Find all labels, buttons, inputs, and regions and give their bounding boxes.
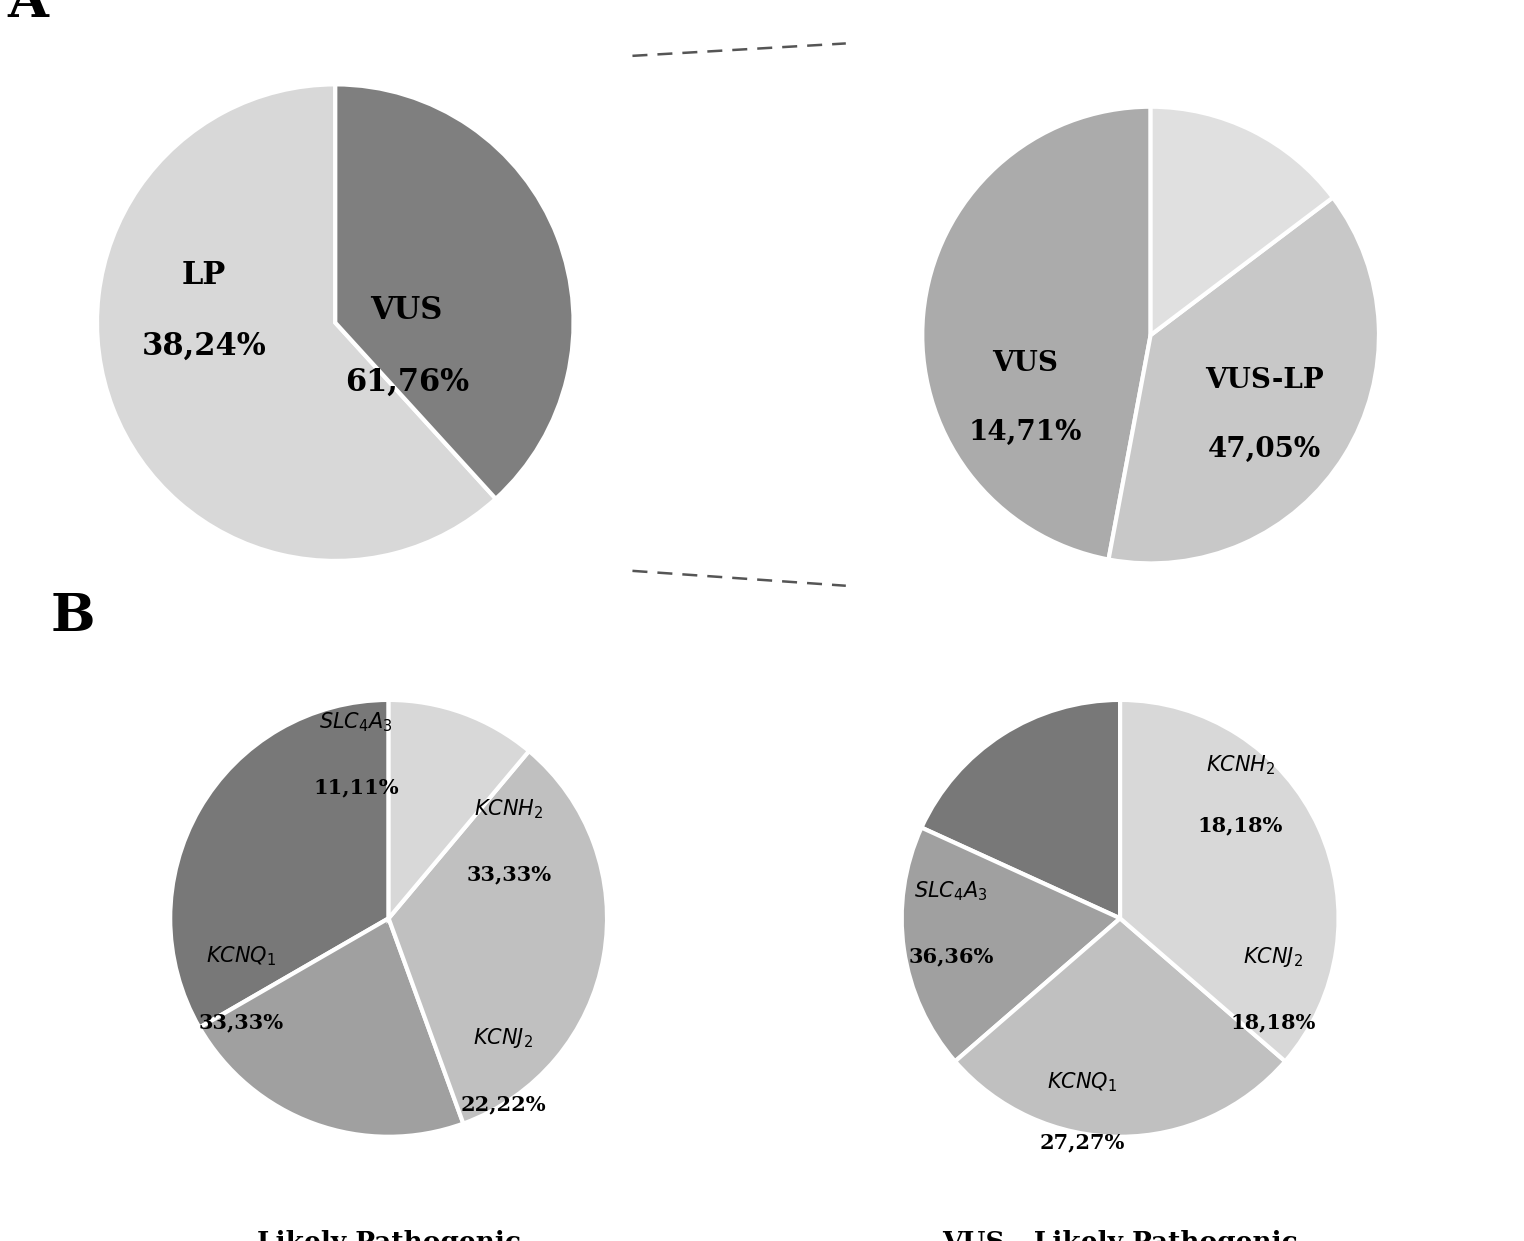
Wedge shape <box>956 918 1285 1137</box>
Text: VUS-LP: VUS-LP <box>1205 367 1324 395</box>
Text: 18,18%: 18,18% <box>1198 815 1283 835</box>
Wedge shape <box>922 107 1151 560</box>
Text: VUS - Likely Pathogenic: VUS - Likely Pathogenic <box>942 1230 1298 1241</box>
Text: B: B <box>50 591 94 642</box>
Wedge shape <box>98 84 495 561</box>
Text: 14,71%: 14,71% <box>968 418 1082 446</box>
Text: $\mathit{KCNQ_1}$: $\mathit{KCNQ_1}$ <box>1047 1070 1117 1095</box>
Text: 47,05%: 47,05% <box>1209 436 1321 463</box>
Wedge shape <box>200 918 463 1137</box>
Text: $\mathit{KCNJ_2}$: $\mathit{KCNJ_2}$ <box>1244 944 1303 968</box>
Text: $\mathit{KCNH_2}$: $\mathit{KCNH_2}$ <box>474 797 544 822</box>
Wedge shape <box>389 700 529 918</box>
Text: $\mathit{SLC_4A_3}$: $\mathit{SLC_4A_3}$ <box>914 879 988 903</box>
Wedge shape <box>1151 107 1334 335</box>
Text: 33,33%: 33,33% <box>466 865 552 885</box>
Text: $\mathit{KCNH_2}$: $\mathit{KCNH_2}$ <box>1205 753 1276 777</box>
Text: VUS: VUS <box>370 295 443 326</box>
Text: $\mathit{KCNQ_1}$: $\mathit{KCNQ_1}$ <box>206 944 276 968</box>
Wedge shape <box>902 828 1120 1061</box>
Wedge shape <box>335 84 573 499</box>
Wedge shape <box>171 700 389 1028</box>
Wedge shape <box>1108 197 1379 563</box>
Text: 61,76%: 61,76% <box>344 367 469 397</box>
Text: 22,22%: 22,22% <box>460 1095 546 1114</box>
Text: 33,33%: 33,33% <box>198 1013 283 1033</box>
Wedge shape <box>922 700 1120 918</box>
Text: $\mathit{KCNJ_2}$: $\mathit{KCNJ_2}$ <box>474 1026 533 1050</box>
Text: 11,11%: 11,11% <box>312 777 399 797</box>
Wedge shape <box>389 751 607 1123</box>
Text: $\mathit{SLC_4A_3}$: $\mathit{SLC_4A_3}$ <box>319 710 393 733</box>
Text: VUS: VUS <box>992 350 1058 377</box>
Text: A: A <box>8 0 49 29</box>
Text: LP: LP <box>181 259 227 290</box>
Text: 36,36%: 36,36% <box>908 947 994 967</box>
Text: Likely Pathogenic: Likely Pathogenic <box>256 1230 521 1241</box>
Text: 18,18%: 18,18% <box>1230 1013 1315 1033</box>
Text: 38,24%: 38,24% <box>142 331 267 362</box>
Text: 27,27%: 27,27% <box>1039 1132 1125 1152</box>
Wedge shape <box>1120 700 1338 1061</box>
